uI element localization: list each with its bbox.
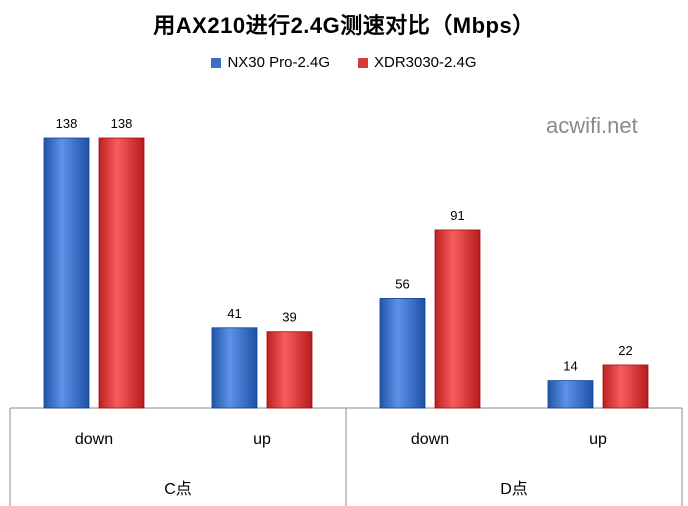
data-label: 14: [563, 359, 577, 374]
data-label: 91: [450, 208, 464, 223]
legend: NX30 Pro-2.4G XDR3030-2.4G: [0, 54, 688, 71]
bar-xdr3030-2-4g-1: [266, 331, 313, 409]
group-label: D点: [500, 480, 528, 498]
data-label: 56: [395, 276, 409, 291]
legend-item-series-0: NX30 Pro-2.4G: [211, 54, 330, 71]
bar-nx30-pro-2-4g-0: [43, 137, 90, 409]
bar-nx30-pro-2-4g-1: [211, 327, 258, 409]
legend-swatch-series-1: [357, 57, 368, 68]
category-label: up: [589, 431, 607, 448]
group-label: C点: [164, 480, 192, 498]
legend-swatch-series-0: [211, 57, 222, 68]
bar-xdr3030-2-4g-0: [98, 137, 145, 409]
data-label: 138: [56, 116, 78, 131]
bar-xdr3030-2-4g-3: [602, 364, 649, 409]
legend-label-series-1: XDR3030-2.4G: [373, 54, 477, 71]
category-label: down: [411, 431, 449, 448]
bar-xdr3030-2-4g-2: [434, 229, 481, 409]
bar-nx30-pro-2-4g-2: [379, 298, 426, 409]
legend-label-series-0: NX30 Pro-2.4G: [227, 54, 330, 71]
category-label: up: [253, 431, 271, 448]
category-label: down: [75, 431, 113, 448]
legend-item-series-1: XDR3030-2.4G: [357, 54, 477, 71]
watermark: acwifi.net: [546, 113, 638, 138]
data-label: 39: [282, 310, 296, 325]
data-label: 41: [227, 306, 241, 321]
chart-title: 用AX210进行2.4G测速对比（Mbps）: [153, 13, 535, 38]
data-label: 138: [111, 116, 133, 131]
data-label: 22: [618, 343, 632, 358]
bar-nx30-pro-2-4g-3: [547, 380, 594, 409]
